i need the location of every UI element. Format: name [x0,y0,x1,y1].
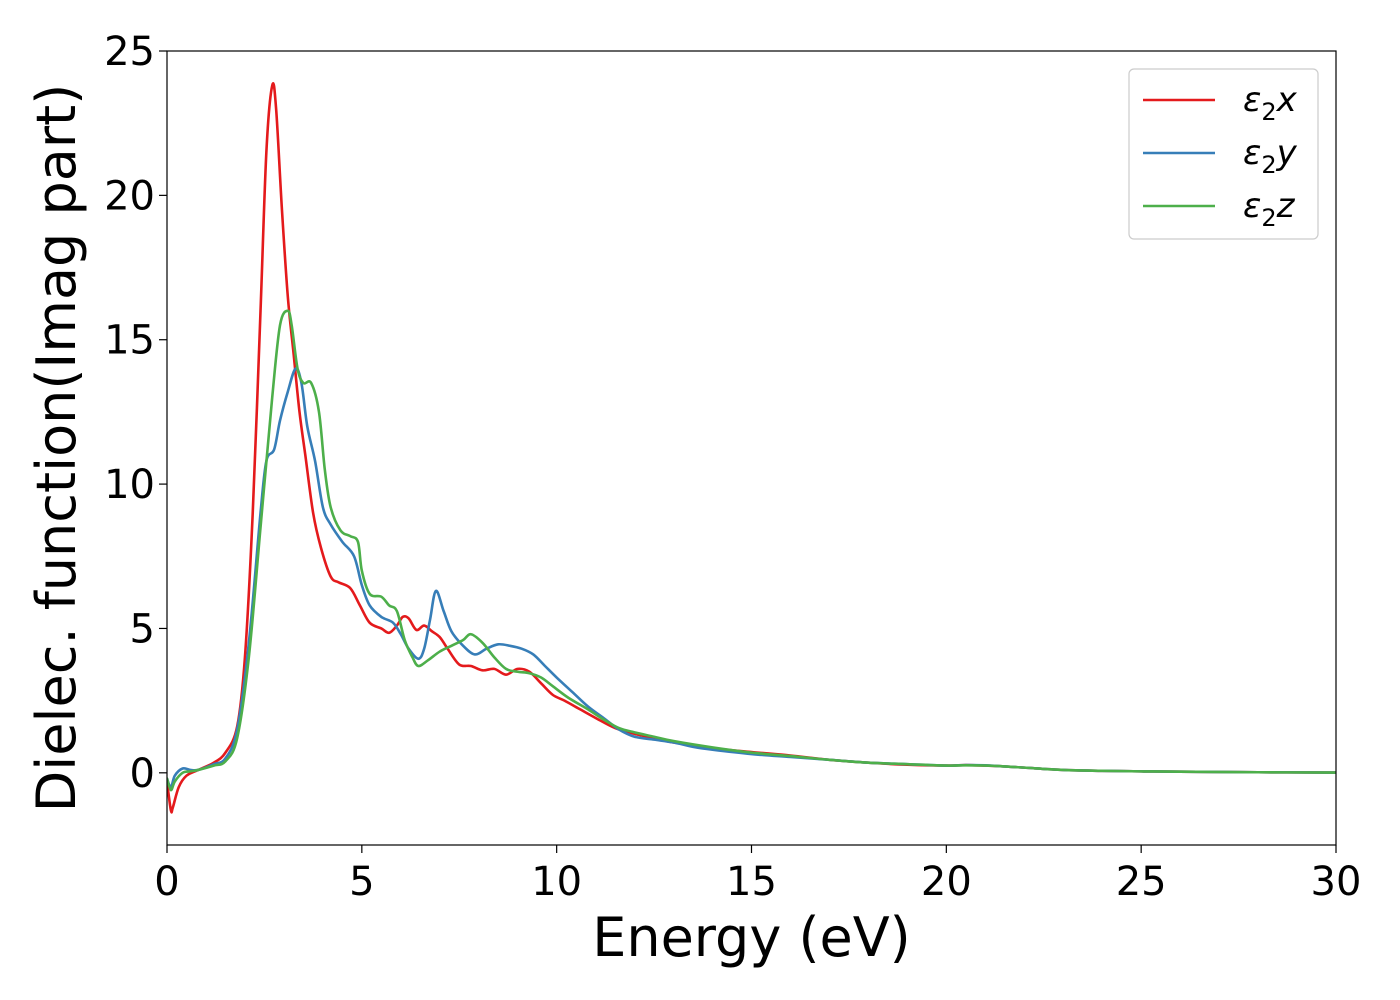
legend-item-y: ε2y [1143,133,1298,179]
y-tick-label: 25 [104,29,155,75]
x-tick-label: 30 [1311,859,1362,905]
x-tick-label: 0 [154,859,179,905]
x-tick-label: 10 [531,859,582,905]
legend-item-x: ε2x [1143,80,1298,126]
y-tick-label: 5 [130,606,155,652]
y-tick-label: 20 [104,173,155,219]
series-line-z [167,309,1336,792]
ticks-layer: 0 5 10 15 20 25 30 0 5 10 15 20 25 [104,29,1361,905]
y-axis-label: Dielec. function(Imag part) [25,84,88,813]
x-tick-label: 25 [1116,859,1167,905]
x-axis-label: Energy (eV) [592,906,911,969]
y-tick-label: 15 [104,318,155,364]
legend-label: ε2x [1243,80,1298,126]
legend-label: ε2y [1243,133,1298,179]
legend-box [1128,68,1319,240]
x-tick-label: 5 [349,859,374,905]
y-tick-label: 10 [104,462,155,508]
series-layer [167,82,1336,814]
legend: ε2x ε2y ε2z [1128,68,1319,240]
x-tick-label: 20 [921,859,972,905]
legend-label: ε2z [1243,186,1296,232]
legend-item-z: ε2z [1143,186,1296,232]
y-tick-label: 0 [130,751,155,797]
x-tick-label: 15 [726,859,777,905]
